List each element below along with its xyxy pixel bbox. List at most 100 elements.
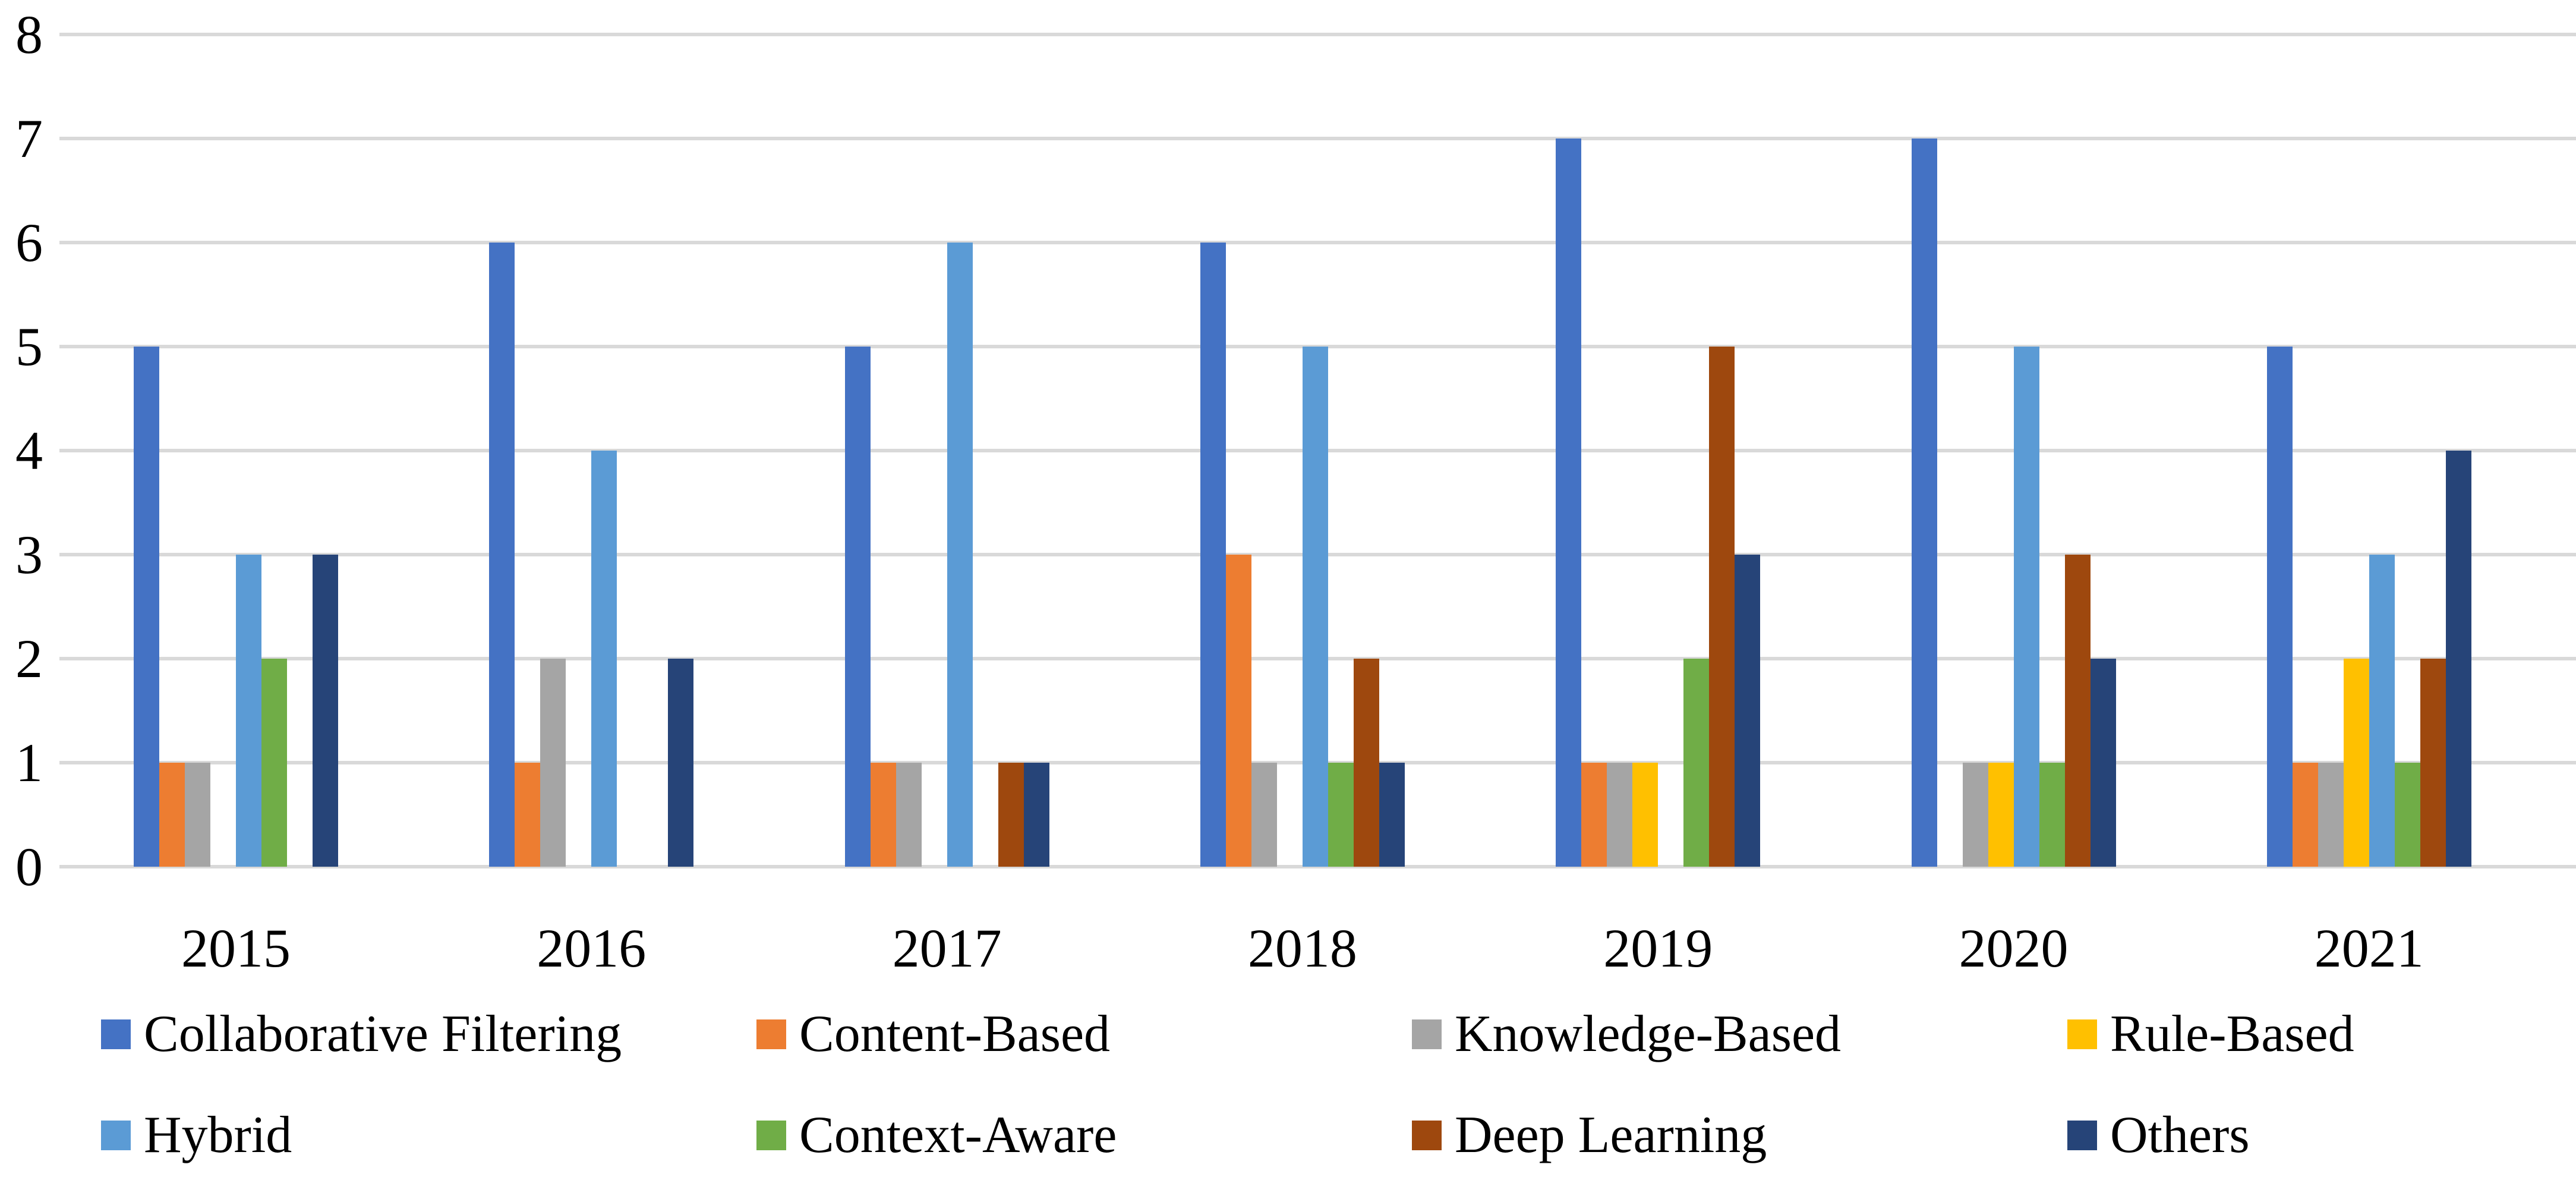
bar-collaborative-filtering-2021 [2266, 347, 2293, 867]
bar-slot [2369, 34, 2395, 867]
legend-label: Hybrid [144, 1106, 292, 1164]
bar-slot [1200, 34, 1226, 867]
bar-slot [1607, 34, 1633, 867]
bar-slot [2318, 34, 2344, 867]
bar-slot [1683, 34, 1710, 867]
bar-slot [2013, 34, 2039, 867]
bar-others-2016 [668, 659, 694, 867]
bar-knowledge-based-2018 [1251, 763, 1277, 867]
bar-slot [896, 34, 922, 867]
legend-swatch-icon [1412, 1121, 1442, 1150]
y-axis-label: 5 [15, 316, 43, 377]
y-axis-label: 0 [15, 836, 43, 897]
bar-slot [1379, 34, 1405, 867]
legend-label: Others [2110, 1106, 2250, 1164]
bar-deep-learning-2018 [1353, 659, 1379, 867]
bar-slot [1302, 34, 1328, 867]
bar-collaborative-filtering-2020 [1911, 139, 1937, 867]
bar-slot [998, 34, 1024, 867]
bar-others-2021 [2445, 451, 2471, 867]
bar-slot [642, 34, 668, 867]
y-axis-label: 3 [15, 524, 43, 585]
bar-deep-learning-2019 [1709, 347, 1735, 867]
bar-slot [540, 34, 566, 867]
bar-context-aware-2015 [261, 659, 287, 867]
bar-slot [973, 34, 998, 867]
bar-content-based-2021 [2292, 763, 2318, 867]
bar-collaborative-filtering-2019 [1556, 139, 1582, 867]
bar-collaborative-filtering-2015 [134, 347, 159, 867]
bar-slot [947, 34, 973, 867]
gridline [59, 33, 2576, 36]
bar-group-2018 [1200, 34, 1405, 867]
bar-slot [870, 34, 896, 867]
bar-context-aware-2020 [2039, 763, 2065, 867]
bar-hybrid-2015 [236, 555, 261, 867]
bar-content-based-2016 [515, 763, 541, 867]
x-axis-label-2016: 2016 [537, 918, 647, 978]
y-axis-label: 8 [15, 4, 43, 65]
legend-item-context-aware: Context-Aware [756, 1108, 1117, 1163]
gridline [59, 137, 2576, 140]
bar-hybrid-2017 [947, 243, 973, 867]
legend-label: Knowledge-Based [1455, 1005, 1842, 1063]
bar-group-2020 [1911, 34, 2116, 867]
legend-swatch-icon [756, 1019, 786, 1049]
bar-hybrid-2018 [1302, 347, 1328, 867]
legend-swatch-icon [101, 1121, 131, 1150]
bar-slot [844, 34, 871, 867]
bar-content-based-2015 [159, 763, 185, 867]
bar-group-2016 [489, 34, 694, 867]
legend-item-knowledge-based: Knowledge-Based [1412, 1007, 1841, 1062]
bar-slot [1328, 34, 1354, 867]
bar-hybrid-2021 [2369, 555, 2395, 867]
bar-slot [261, 34, 287, 867]
bar-slot [1988, 34, 2014, 867]
bar-content-based-2017 [870, 763, 896, 867]
bar-group-2015 [134, 34, 338, 867]
bar-others-2019 [1735, 555, 1761, 867]
legend-item-deep-learning: Deep Learning [1412, 1108, 1767, 1163]
bar-hybrid-2016 [591, 451, 617, 867]
legend-label: Content-Based [799, 1005, 1111, 1063]
y-axis-label: 6 [15, 212, 43, 273]
bar-slot [515, 34, 541, 867]
bar-slot [1962, 34, 1988, 867]
bar-slot [2445, 34, 2471, 867]
bar-slot [134, 34, 159, 867]
bar-slot [2394, 34, 2420, 867]
bar-slot [2420, 34, 2446, 867]
bar-slot [1277, 34, 1303, 867]
gridline [59, 865, 2576, 868]
bar-others-2017 [1023, 763, 1049, 867]
bar-others-2018 [1379, 763, 1405, 867]
bar-slot [591, 34, 617, 867]
bar-slot [2064, 34, 2091, 867]
y-axis-label: 2 [15, 628, 43, 689]
legend-item-others: Others [2067, 1108, 2250, 1163]
bar-knowledge-based-2017 [896, 763, 922, 867]
legend-swatch-icon [1412, 1019, 1442, 1049]
bar-deep-learning-2020 [2064, 555, 2091, 867]
x-axis-label-2020: 2020 [1959, 918, 2069, 978]
bar-slot [313, 34, 338, 867]
legend-label: Rule-Based [2110, 1005, 2354, 1063]
bar-context-aware-2019 [1683, 659, 1710, 867]
y-axis-label: 7 [15, 108, 43, 169]
bar-slot [1225, 34, 1251, 867]
x-axis-label-2021: 2021 [2314, 918, 2424, 978]
bar-slot [1556, 34, 1582, 867]
bar-slot [1632, 34, 1659, 867]
bar-collaborative-filtering-2017 [844, 347, 871, 867]
bar-slot [617, 34, 642, 867]
bar-group-2017 [844, 34, 1049, 867]
bar-slot [489, 34, 515, 867]
legend-swatch-icon [2067, 1121, 2097, 1150]
bar-knowledge-based-2021 [2318, 763, 2344, 867]
legend-label: Deep Learning [1455, 1106, 1767, 1164]
bar-deep-learning-2017 [998, 763, 1024, 867]
bar-slot [236, 34, 261, 867]
legend-item-rule-based: Rule-Based [2067, 1007, 2354, 1062]
bar-slot [1581, 34, 1607, 867]
bar-slot [1251, 34, 1277, 867]
